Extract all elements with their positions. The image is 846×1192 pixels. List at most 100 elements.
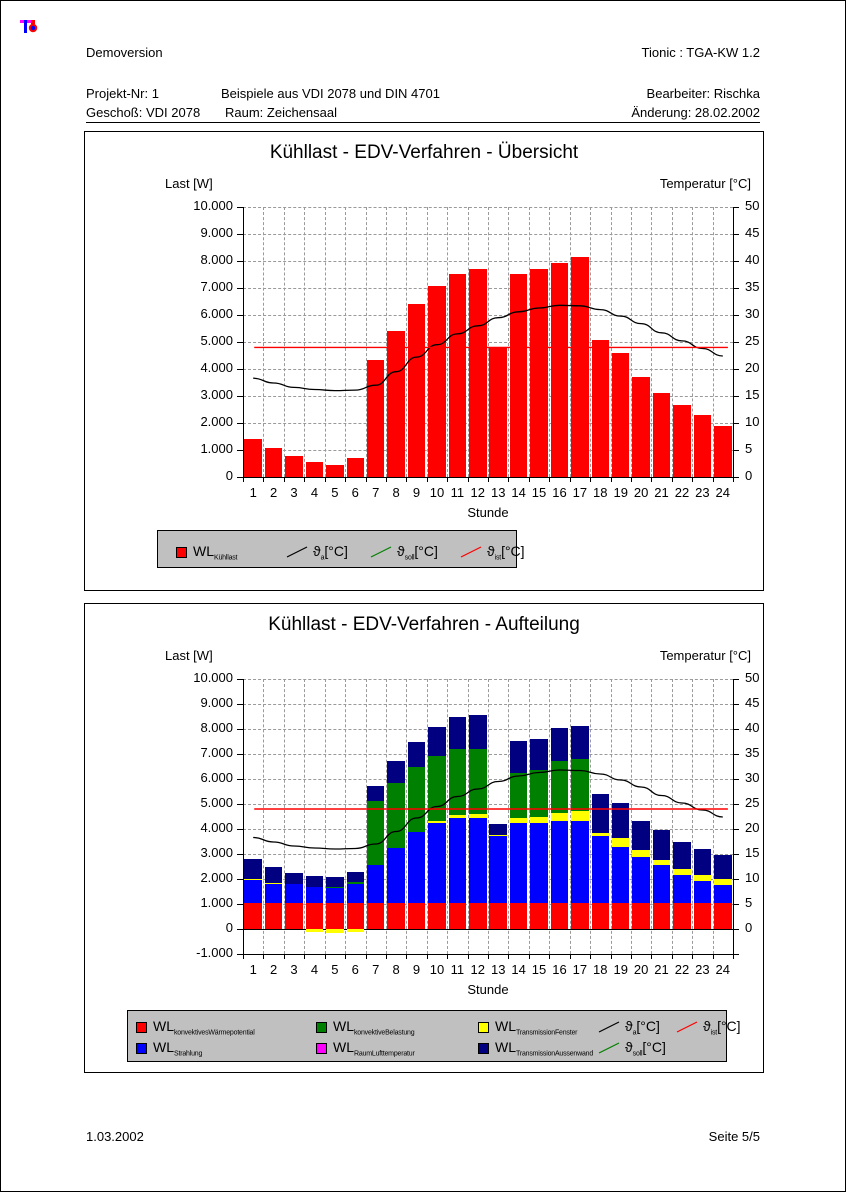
- y2-tick: [733, 704, 739, 705]
- bar-column[interactable]: [652, 207, 671, 477]
- legend-item[interactable]: WLKühllast: [176, 543, 238, 562]
- x-tick-label: 16: [552, 962, 567, 977]
- legend-item[interactable]: ϑist[°C]: [460, 543, 525, 562]
- bar-column[interactable]: [550, 207, 569, 477]
- bar-column[interactable]: [285, 679, 303, 954]
- bar-column[interactable]: [448, 679, 467, 954]
- bar-column[interactable]: [387, 207, 405, 477]
- bar-segment: [326, 886, 344, 888]
- bar-column[interactable]: [611, 207, 630, 477]
- x-tick: [426, 477, 428, 482]
- bar-column[interactable]: [326, 207, 344, 477]
- bar-column[interactable]: [407, 207, 426, 477]
- bar-column[interactable]: [469, 207, 487, 477]
- bar-segment: [550, 262, 569, 477]
- bar-column[interactable]: [714, 679, 732, 954]
- bar-column[interactable]: [244, 207, 262, 477]
- legend-item[interactable]: ϑa[°C]: [286, 543, 348, 562]
- x-tick: [324, 954, 326, 959]
- bar-column[interactable]: [244, 679, 262, 954]
- bar-column[interactable]: [305, 679, 324, 954]
- bar-column[interactable]: [366, 679, 385, 954]
- bar-column[interactable]: [550, 679, 569, 954]
- bar-column[interactable]: [428, 679, 446, 954]
- bar-column[interactable]: [264, 207, 283, 477]
- legend-item[interactable]: ϑa[°C]: [598, 1018, 660, 1037]
- bar-segment: [591, 832, 610, 836]
- legend-item[interactable]: ϑsoll[°C]: [370, 543, 438, 562]
- bar-column[interactable]: [346, 207, 365, 477]
- bar-column[interactable]: [366, 207, 385, 477]
- bar-column[interactable]: [387, 679, 405, 954]
- bar-segment: [509, 902, 528, 929]
- bar-column[interactable]: [673, 207, 691, 477]
- legend-item[interactable]: WLTransmissionAussenwand: [478, 1039, 593, 1058]
- x-tick: [345, 954, 347, 959]
- y2-tick: [733, 954, 739, 955]
- bar-segment: [346, 458, 365, 477]
- bar-column[interactable]: [448, 207, 467, 477]
- bar-column[interactable]: [428, 207, 446, 477]
- legend-item[interactable]: ϑsoll[°C]: [598, 1039, 666, 1058]
- x-tick: [406, 954, 408, 959]
- bar-column[interactable]: [346, 679, 365, 954]
- legend-item[interactable]: WLRaumLufttemperatur: [316, 1039, 415, 1058]
- legend-color-swatch: [176, 546, 187, 558]
- x-tick-label: 5: [331, 485, 339, 500]
- bar-column[interactable]: [591, 207, 610, 477]
- x-tick: [569, 954, 571, 959]
- bar-column[interactable]: [673, 679, 691, 954]
- bar-segment: [366, 865, 385, 903]
- bar-column[interactable]: [489, 679, 507, 954]
- bar-column[interactable]: [509, 679, 528, 954]
- bar-column[interactable]: [571, 207, 589, 477]
- bar-column[interactable]: [632, 679, 650, 954]
- bar-segment: [489, 834, 507, 837]
- x-tick-label: 10: [429, 962, 445, 977]
- bar-column[interactable]: [530, 207, 548, 477]
- x-tick-label: 21: [654, 485, 669, 500]
- bar-column[interactable]: [407, 679, 426, 954]
- legend-item[interactable]: WLkonvektivesWärmepotential: [136, 1018, 255, 1037]
- y2-tick: [733, 423, 739, 424]
- bar-column[interactable]: [285, 207, 303, 477]
- legend-item-label: ϑsoll[°C]: [397, 543, 438, 562]
- bar-column[interactable]: [652, 679, 671, 954]
- bar-column[interactable]: [632, 207, 650, 477]
- bar-column[interactable]: [591, 679, 610, 954]
- bar-column[interactable]: [571, 679, 589, 954]
- bar-segment: [407, 767, 426, 833]
- bar-column[interactable]: [693, 207, 712, 477]
- bar-segment: [448, 273, 467, 477]
- bar-column[interactable]: [264, 679, 283, 954]
- x-tick-label: 20: [633, 962, 649, 977]
- x-tick: [651, 477, 653, 482]
- bar-segment: [285, 902, 303, 929]
- bar-segment: [244, 902, 262, 929]
- bar-segment: [264, 866, 283, 883]
- bar-segment: [550, 820, 569, 903]
- y2-tick-label: 25: [745, 795, 760, 810]
- bar-column[interactable]: [326, 679, 344, 954]
- bar-column[interactable]: [305, 207, 324, 477]
- bar-column[interactable]: [469, 679, 487, 954]
- legend-item[interactable]: WLStrahlung: [136, 1039, 202, 1058]
- bar-column[interactable]: [530, 679, 548, 954]
- x-tick-label: 4: [310, 485, 319, 500]
- bar-column[interactable]: [509, 207, 528, 477]
- bar-column[interactable]: [489, 207, 507, 477]
- bar-segment: [550, 813, 569, 821]
- legend-item[interactable]: WLkonvektiveBelastung: [316, 1018, 415, 1037]
- bar-segment: [530, 269, 548, 477]
- bar-column[interactable]: [693, 679, 712, 954]
- x-tick-label: 14: [511, 962, 526, 977]
- bar-column[interactable]: [714, 207, 732, 477]
- legend-item[interactable]: ϑist[°C]: [676, 1018, 741, 1037]
- x-tick-label: 23: [695, 485, 710, 500]
- x-tick-label: 21: [654, 962, 669, 977]
- chart2-y2label: Temperatur [°C]: [659, 648, 751, 663]
- legend-item[interactable]: WLTransmissionFenster: [478, 1018, 577, 1037]
- x-tick-label: 18: [593, 485, 608, 500]
- bar-column[interactable]: [611, 679, 630, 954]
